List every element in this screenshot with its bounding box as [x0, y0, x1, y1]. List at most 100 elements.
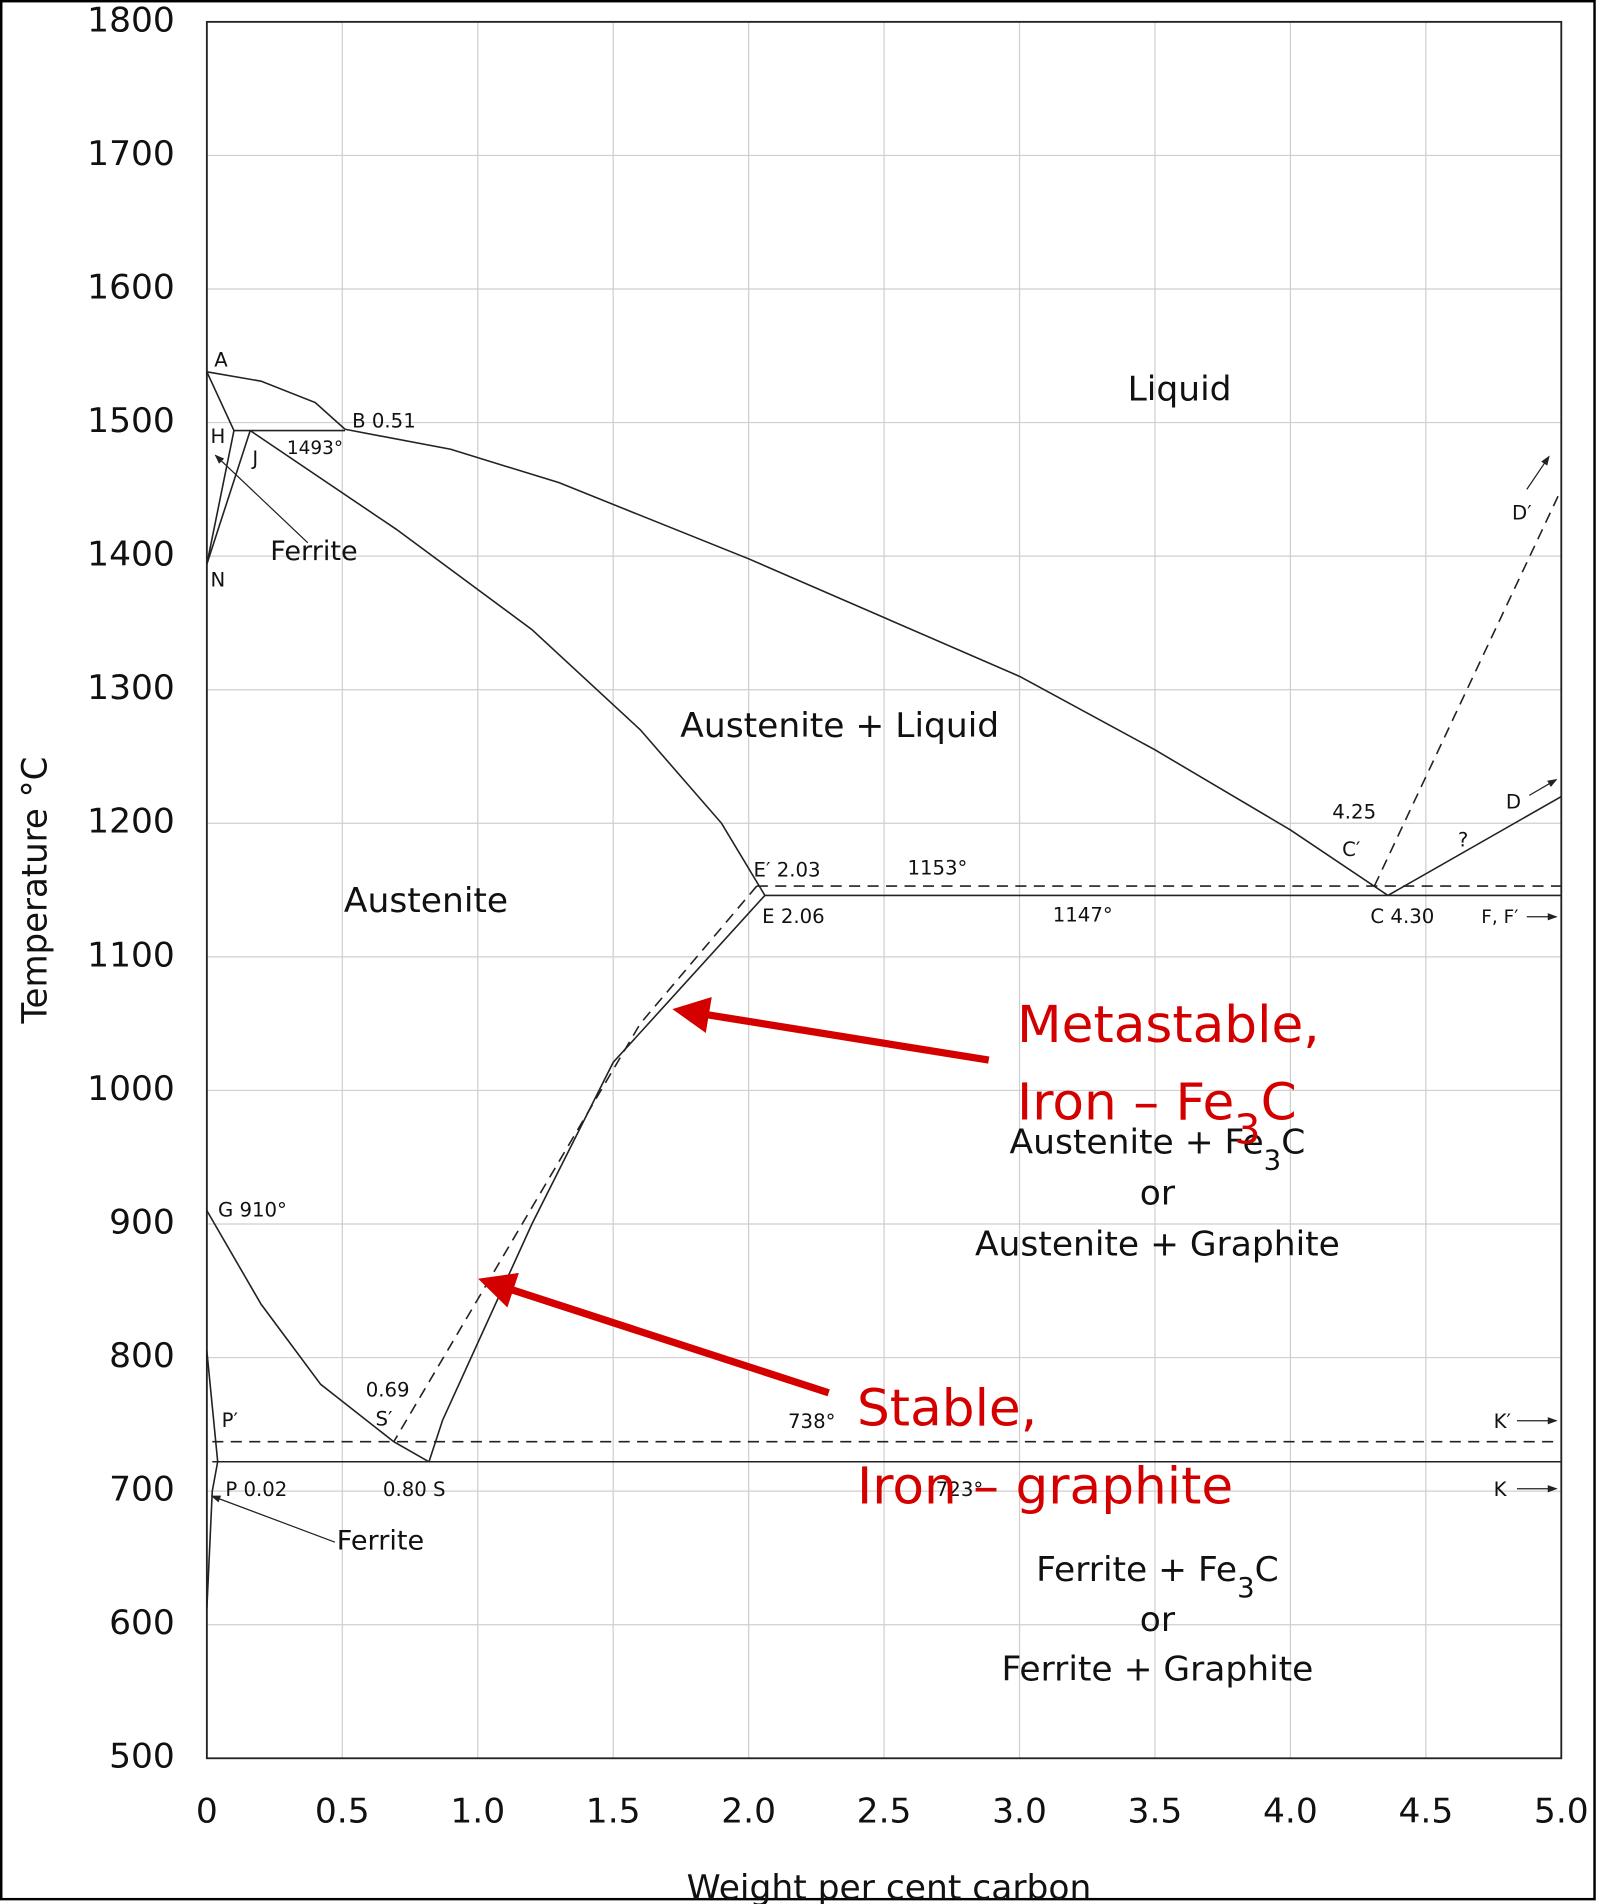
- annotation: C 4.30: [1370, 905, 1434, 928]
- annotation: B 0.51: [352, 410, 416, 433]
- y-tick-label: 900: [109, 1203, 175, 1243]
- annotation: Stable,: [857, 1379, 1037, 1439]
- x-axis-label: Weight per cent carbon: [687, 1868, 1092, 1904]
- x-tick-label: 3.5: [1128, 1792, 1183, 1832]
- x-tick-label: 2.5: [857, 1792, 912, 1832]
- annotation-part: Iron – Fe: [1017, 1073, 1234, 1133]
- annotation: Austenite + Graphite: [975, 1225, 1340, 1265]
- annotation: K′: [1494, 1410, 1511, 1433]
- annotation: 4.25: [1332, 801, 1376, 824]
- labels: 0 0.5 1.0 1.5 2.0 2.5 3.0 3.5 4.0 4.5 5.0 500 600 700…: [87, 1, 1589, 1832]
- x-tick-label: 1.5: [586, 1792, 641, 1832]
- annotation: Iron – graphite: [857, 1457, 1233, 1517]
- x-tick-label: 3.0: [992, 1792, 1047, 1832]
- annotation: 738°: [788, 1410, 835, 1433]
- red-arrow: [672, 997, 990, 1064]
- annotation: P 0.02: [225, 1478, 287, 1501]
- annotation: P′: [222, 1409, 238, 1432]
- phase-boundary: [428, 894, 766, 1462]
- x-tick-label: 5.0: [1534, 1792, 1589, 1832]
- y-tick-label: 1000: [87, 1069, 175, 1109]
- annotation-part: C: [1281, 1123, 1305, 1163]
- annotation: A: [214, 349, 228, 372]
- annotation: D′: [1512, 502, 1532, 525]
- annotation: N: [211, 569, 226, 592]
- y-axis-label: Temperature °C: [15, 757, 55, 1025]
- annotation: Iron – Fe3C: [1017, 1073, 1297, 1153]
- annotation-part: 3: [1237, 1573, 1255, 1604]
- arrow: [210, 1495, 336, 1543]
- annotation-part: Austenite + Fe: [1010, 1123, 1264, 1163]
- annotation-part: 3: [1234, 1106, 1260, 1154]
- y-tick-label: 1300: [87, 668, 175, 708]
- annotation: Metastable,: [1017, 995, 1320, 1055]
- annotation: Ferrite + Fe3C: [1036, 1550, 1279, 1603]
- red-arrow: [478, 1272, 830, 1397]
- annotation: or: [1140, 1600, 1176, 1640]
- annotation: Ferrite + Graphite: [1001, 1650, 1313, 1690]
- arrow: [1528, 778, 1558, 796]
- annotation: D: [1506, 791, 1521, 814]
- annotation: Ferrite: [270, 536, 357, 567]
- annotation: Austenite + Fe3C: [1010, 1123, 1306, 1176]
- annotation: H: [211, 425, 226, 448]
- phase-boundary: [1373, 489, 1563, 887]
- phase-boundary: [206, 371, 346, 430]
- y-tick-label: 1800: [87, 1, 175, 41]
- y-tick-label: 500: [109, 1737, 175, 1777]
- x-tick-label: 1.0: [450, 1792, 505, 1832]
- y-tick-label: 1600: [87, 268, 175, 308]
- y-tick-label: 1400: [87, 535, 175, 575]
- annotation: C′: [1342, 838, 1360, 861]
- annotation: Liquid: [1128, 370, 1232, 410]
- annotation: F, F′: [1481, 907, 1518, 928]
- y-tick-label: 700: [109, 1470, 175, 1510]
- arrow: [1526, 455, 1550, 490]
- y-tick-label: 1100: [87, 936, 175, 976]
- annotation: Ferrite: [337, 1526, 424, 1557]
- y-tick-label: 1500: [87, 401, 175, 441]
- plot-frame: [205, 20, 1563, 1760]
- annotation: 0.69: [366, 1379, 410, 1402]
- annotation: S′: [376, 1408, 393, 1431]
- annotation-part: C: [1255, 1550, 1279, 1590]
- y-tick-label: 800: [109, 1336, 175, 1376]
- annotation: G 910°: [218, 1199, 287, 1222]
- annotation: Austenite: [344, 881, 508, 921]
- phase-boundary: [393, 885, 758, 1443]
- x-tick-label: 4.0: [1263, 1792, 1318, 1832]
- x-tick-label: 0.5: [315, 1792, 370, 1832]
- annotation: E′ 2.03: [754, 859, 821, 882]
- annotation: 723°: [936, 1478, 983, 1501]
- y-tick-label: 1200: [87, 802, 175, 842]
- phase-boundary: [206, 371, 235, 431]
- annotation-part: 3: [1264, 1145, 1282, 1176]
- y-tick-label: 600: [109, 1603, 175, 1643]
- phase-boundary: [206, 1210, 430, 1463]
- arrows: [210, 454, 1558, 1543]
- annotation: ?: [1458, 828, 1468, 851]
- phase-boundary: [206, 430, 235, 565]
- phase-boundary: [1387, 795, 1562, 897]
- phase-boundary: [206, 430, 251, 565]
- annotation: 1493°: [287, 438, 343, 459]
- arrow: [214, 454, 309, 544]
- annotation: E 2.06: [762, 905, 825, 928]
- phase-boundary: [249, 429, 766, 896]
- annotation: K: [1494, 1478, 1508, 1501]
- annotation: J: [250, 447, 258, 470]
- annotation-part: Ferrite + Fe: [1036, 1550, 1237, 1590]
- x-tick-label: 2.0: [721, 1792, 776, 1832]
- phase-boundary: [206, 1350, 219, 1609]
- annotation: 1153°: [907, 856, 967, 879]
- y-tick-label: 1700: [87, 134, 175, 174]
- x-tick-label: 4.5: [1398, 1792, 1453, 1832]
- phase-boundary: [344, 428, 1389, 897]
- annotation-part: C: [1261, 1073, 1297, 1133]
- phase-lines: [206, 371, 1563, 1609]
- annotation: or: [1140, 1174, 1176, 1214]
- annotation: 0.80 S: [383, 1478, 446, 1501]
